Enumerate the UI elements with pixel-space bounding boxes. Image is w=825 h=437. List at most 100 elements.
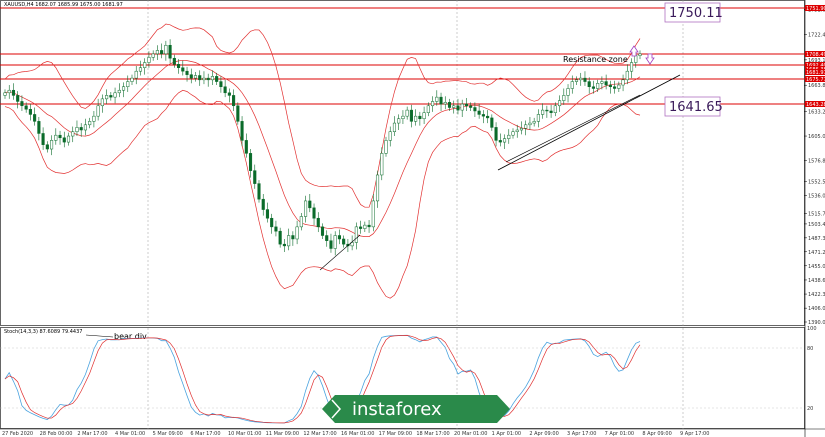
- candle: [337, 229, 341, 245]
- candle: [414, 109, 418, 126]
- x-tick-label: 11 Mar 09:00: [266, 431, 299, 437]
- time-axis: 27 Feb 2020 28 Feb 00:00 2 Mar 17:00 4 Mar …: [2, 431, 709, 437]
- x-tick-label: 4 Mar 01:00: [115, 431, 145, 437]
- candle: [41, 127, 45, 150]
- price-label: 1692.40: [805, 62, 825, 69]
- x-tick-label: 28 Feb 00:00: [40, 431, 73, 437]
- candle: [452, 100, 456, 114]
- x-tick-label: 2 Apr 09:00: [529, 431, 558, 437]
- price-label: 1751.90: [805, 5, 825, 12]
- svg-text:1751.90: 1751.90: [806, 6, 825, 12]
- candle: [278, 227, 282, 248]
- candle: [515, 124, 519, 138]
- candle: [638, 50, 642, 60]
- candle: [553, 102, 557, 117]
- x-tick-label: 16 Mar 01:00: [341, 431, 374, 437]
- symbol-header: XAUUSD,H4 1682.07 1685.99 1675.00 1681.9…: [4, 2, 123, 8]
- candle: [354, 222, 358, 250]
- x-tick-label: 5 Mar 09:00: [153, 431, 183, 437]
- stochastic-oscillator: [4, 334, 641, 424]
- svg-text:1692.40: 1692.40: [806, 63, 825, 69]
- candle: [62, 131, 66, 148]
- trendline-lower: [497, 74, 681, 171]
- candle: [126, 75, 130, 92]
- candle: [621, 74, 625, 92]
- y-tick-label: 1487.30: [808, 236, 825, 242]
- candle: [325, 230, 329, 247]
- x-tick-label: 18 Mar 17:00: [416, 431, 449, 437]
- price-label: 1681.97: [805, 69, 825, 76]
- candle: [456, 98, 460, 115]
- candle: [232, 89, 236, 111]
- candle: [401, 110, 405, 124]
- candle: [342, 235, 346, 248]
- candle: [629, 58, 634, 79]
- candle: [287, 228, 291, 251]
- candle: [397, 114, 401, 130]
- candle: [447, 98, 452, 111]
- candle: [50, 135, 54, 156]
- trendline-low: [319, 234, 361, 271]
- x-tick-label: 9 Apr 17:00: [680, 431, 709, 437]
- candle: [105, 89, 109, 105]
- candle: [219, 76, 223, 93]
- candle: [198, 70, 202, 86]
- candle: [596, 79, 600, 92]
- candle: [320, 223, 325, 239]
- band-upper: [4, 23, 641, 208]
- candle: [11, 83, 16, 100]
- candle: [16, 91, 20, 109]
- candle: [168, 39, 172, 64]
- candle: [270, 213, 274, 234]
- candle: [519, 121, 524, 135]
- y-tick-label: 1605.00: [808, 134, 825, 140]
- candle: [333, 231, 337, 256]
- candle: [380, 147, 384, 181]
- price-labels: 1751.901708.491692.401686.381681.971675.…: [805, 5, 825, 108]
- y-tick-label: 1552.50: [808, 179, 825, 185]
- candle: [566, 84, 570, 103]
- candle: [147, 51, 151, 68]
- y-tick-label: 1663.80: [808, 83, 825, 89]
- band-lower: [4, 89, 641, 299]
- candle: [113, 87, 117, 104]
- candle: [66, 132, 71, 146]
- candle: [177, 59, 181, 74]
- candle: [464, 98, 468, 111]
- y-tick-label: 1515.70: [808, 211, 825, 217]
- candle: [257, 180, 261, 203]
- price-axis: 1751.601722.401693.101663.801633.251605.…: [804, 7, 825, 326]
- candle: [494, 122, 498, 147]
- candle: [117, 83, 121, 98]
- candle: [274, 220, 278, 237]
- candle: [253, 164, 257, 189]
- y-tick-label: 1422.30: [808, 292, 825, 298]
- candle: [37, 117, 41, 141]
- candle: [100, 94, 104, 113]
- down-arrow-icon: [645, 53, 655, 65]
- y-tick-label: 1536.00: [808, 194, 825, 200]
- svg-text:1643.28: 1643.28: [806, 102, 825, 108]
- candle: [83, 118, 87, 136]
- bear-div-label: bear div: [114, 332, 147, 341]
- candle: [3, 89, 7, 99]
- candle: [536, 109, 540, 128]
- candle: [613, 80, 617, 94]
- candle: [295, 220, 299, 245]
- bear-div-line: [85, 334, 114, 338]
- candle: [20, 95, 24, 111]
- candle: [75, 120, 79, 137]
- candle: [329, 233, 333, 253]
- candle: [426, 102, 430, 117]
- candle: [223, 79, 227, 98]
- candle: [58, 130, 62, 145]
- candle: [409, 104, 413, 128]
- svg-text:1681.97: 1681.97: [806, 70, 825, 76]
- candle: [45, 141, 49, 153]
- price-label: 1708.49: [805, 51, 825, 58]
- indicator-header: Stoch(14,3,3) 87.6089 79.4437: [4, 329, 82, 335]
- svg-text:1675.77: 1675.77: [806, 77, 825, 83]
- x-tick-label: 12 Mar 17:00: [303, 431, 336, 437]
